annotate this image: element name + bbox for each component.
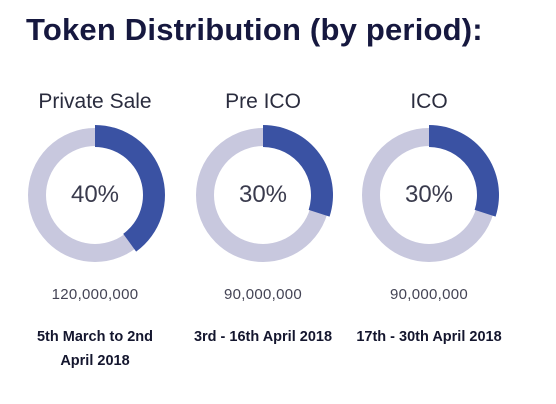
period-dates: 3rd - 16th April 2018 xyxy=(193,329,333,345)
period-dates: 17th - 30th April 2018 xyxy=(356,329,502,345)
chart-title: Pre ICO xyxy=(225,90,301,113)
token-amount: 90,000,000 xyxy=(223,286,303,303)
donut-svg xyxy=(196,125,333,262)
donut-slice xyxy=(263,125,333,217)
chart-pre-ico: Pre ICO 30% 90,000,000 3rd - 16th April … xyxy=(178,86,348,349)
chart-ico: ICO 30% 90,000,000 17th - 30th April 201… xyxy=(344,86,514,349)
donut-chart: 40% xyxy=(20,120,170,270)
chart-title: Private Sale xyxy=(38,90,152,113)
period-dates: 5th March to 2nd April 2018 xyxy=(36,329,153,369)
chart-private-sale: Private Sale 40% 120,000,000 5th March t… xyxy=(10,86,180,373)
token-amount: 90,000,000 xyxy=(389,286,469,303)
donut-svg xyxy=(362,125,499,262)
donut-svg xyxy=(28,125,165,262)
donut-chart: 30% xyxy=(188,120,338,270)
token-amount: 120,000,000 xyxy=(51,286,139,303)
donut-slice xyxy=(95,125,165,252)
page-title: Token Distribution (by period): xyxy=(26,12,483,47)
center-percent-label: 30% xyxy=(404,181,454,208)
center-percent-label: 40% xyxy=(70,181,120,208)
chart-title: ICO xyxy=(410,90,448,113)
donut-chart: 30% xyxy=(354,120,504,270)
center-percent-label: 30% xyxy=(238,181,288,208)
donut-slice xyxy=(429,125,499,217)
